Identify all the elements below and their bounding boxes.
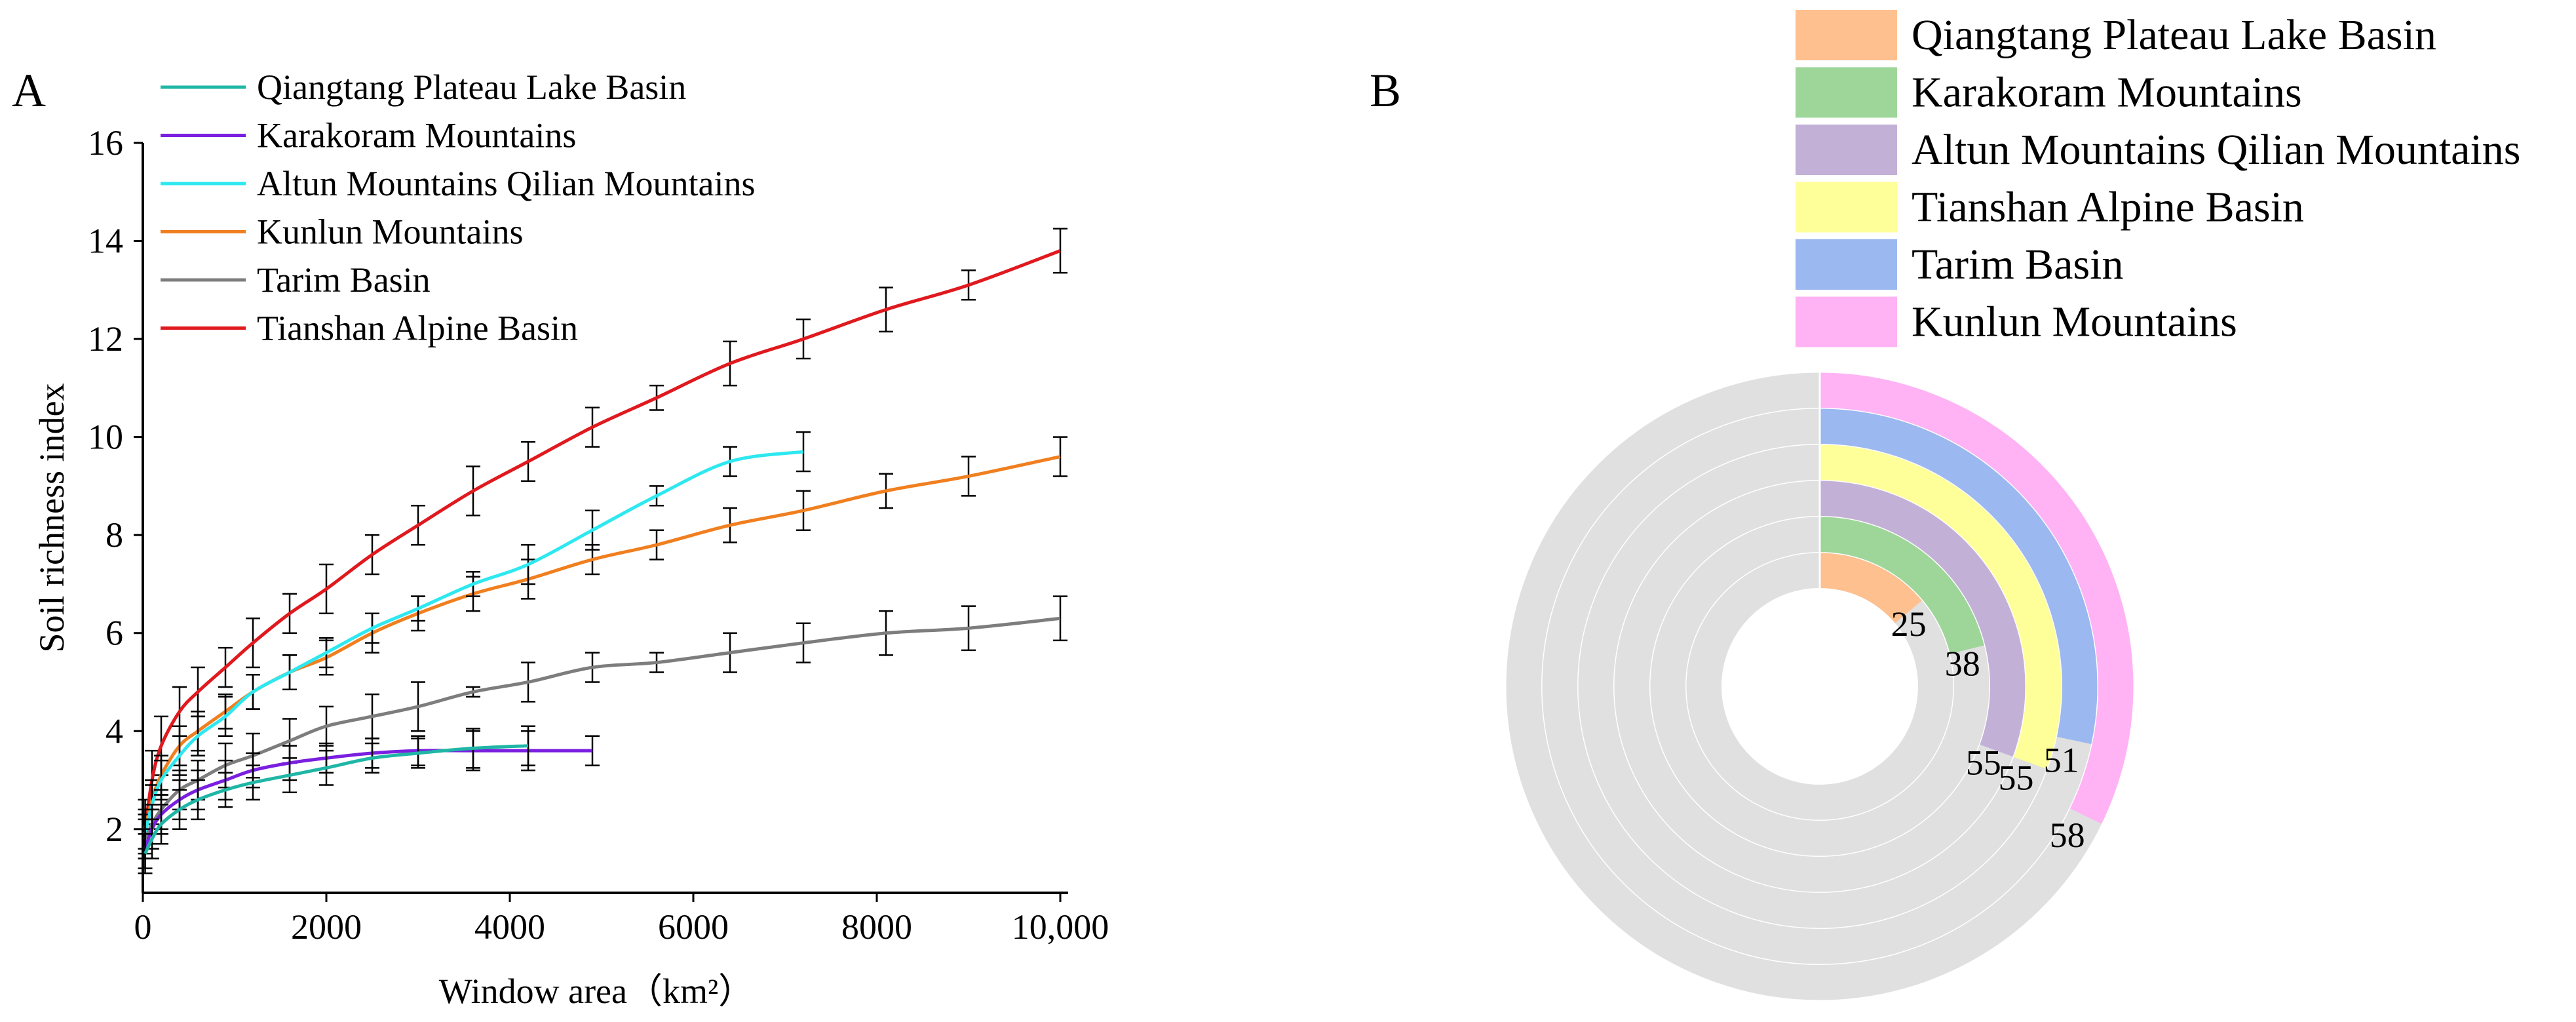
legend-label: Tarim Basin <box>257 260 431 300</box>
ring-qiangtang-plateau-lake-basin <box>1684 551 1955 822</box>
legend-item: Tianshan Alpine Basin <box>1796 182 2304 233</box>
legend-label: Qiangtang Plateau Lake Basin <box>257 68 686 107</box>
panel-a-label: A <box>12 64 46 117</box>
radial-rings <box>1504 370 2136 1002</box>
series-line <box>144 249 1061 830</box>
series-line <box>144 455 1061 830</box>
series-altun-mountains-qilian-mountains <box>138 431 811 855</box>
legend-swatch <box>1796 125 1897 175</box>
legend-label: Tianshan Alpine Basin <box>257 309 578 348</box>
ring-value-label: 38 <box>1945 644 1980 684</box>
ring-bar <box>1820 480 2026 757</box>
legend-swatch <box>1796 67 1897 118</box>
ring-bar <box>1820 444 2062 770</box>
y-tick-label: 6 <box>106 614 123 653</box>
y-tick-label: 10 <box>88 418 123 457</box>
series-karakoram-mountains <box>138 730 600 869</box>
legend-item: Tianshan Alpine Basin <box>161 309 578 348</box>
legend-swatch <box>1796 239 1897 290</box>
y-tick-label: 8 <box>106 515 123 555</box>
legend-label: Kunlun Mountains <box>257 212 524 252</box>
series-line <box>144 450 804 835</box>
x-tick-label: 0 <box>134 907 152 947</box>
legend-item: Altun Mountains Qilian Mountains <box>1796 125 2520 175</box>
ring-bar <box>1820 372 2134 825</box>
series-line <box>144 616 1061 840</box>
legend-swatch <box>1796 182 1897 233</box>
y-tick-label: 14 <box>88 222 123 261</box>
series-kunlun-mountains <box>138 436 1067 850</box>
legend-label: Tianshan Alpine Basin <box>1912 184 2304 231</box>
ring-bar <box>1820 552 1923 623</box>
ring-value-label: 55 <box>1966 743 2001 782</box>
legend-item: Karakoram Mountains <box>1796 67 2302 118</box>
error-bar <box>138 833 153 875</box>
legend-label: Altun Mountains Qilian Mountains <box>1912 126 2520 174</box>
y-tick-label: 12 <box>88 319 123 359</box>
x-ticks: 0 2000 4000 6000 8000 10,000 <box>134 893 1109 947</box>
x-tick-label: 8000 <box>841 907 912 947</box>
legend-item: Tarim Basin <box>1796 239 2124 290</box>
legend-item: Qiangtang Plateau Lake Basin <box>1796 10 2436 60</box>
legend-item: Tarim Basin <box>161 260 431 300</box>
panel-a-axes <box>142 143 1068 894</box>
x-tick-label: 4000 <box>474 907 545 947</box>
legend-swatch <box>1796 10 1897 60</box>
legend-label: Altun Mountains Qilian Mountains <box>257 164 755 203</box>
y-axis-title: Soil richness index <box>32 383 71 653</box>
legend-label: Kunlun Mountains <box>1912 298 2237 346</box>
error-bar <box>1053 595 1067 642</box>
x-axis-title: Window area（km²） <box>439 972 754 1011</box>
legend-item: Kunlun Mountains <box>161 212 524 252</box>
series-qiangtang-plateau-lake-basin <box>138 725 535 875</box>
ring-bar <box>1820 516 1986 654</box>
legend-label: Tarim Basin <box>1912 241 2124 288</box>
ring-value-label: 51 <box>2044 741 2079 780</box>
y-ticks: 2 4 6 8 10 12 14 16 <box>88 123 143 849</box>
y-tick-label: 2 <box>106 810 123 849</box>
panel-b-legend: Qiangtang Plateau Lake Basin Karakoram Mo… <box>1796 10 2520 347</box>
panel-b-radial-chart: B Qiangtang Plateau Lake Basin Karakoram … <box>1370 10 2520 1002</box>
ring-bar <box>1820 408 2098 745</box>
y-tick-label: 16 <box>88 123 123 163</box>
legend-item: Kunlun Mountains <box>1796 296 2237 347</box>
series-tarim-basin <box>138 595 1067 859</box>
ring-value-label: 58 <box>2050 816 2085 855</box>
panel-b-label: B <box>1370 64 1401 117</box>
legend-label: Karakoram Mountains <box>1912 69 2302 117</box>
series-group <box>138 227 1067 875</box>
panel-a-line-chart: A 2 4 6 8 10 12 14 16 0 2000 4000 6000 8000 10,000 S… <box>12 64 1109 1011</box>
panel-a-legend: Qiangtang Plateau Lake Basin Karakoram Mo… <box>161 68 755 348</box>
series-line <box>144 744 529 855</box>
legend-item: Karakoram Mountains <box>161 116 576 155</box>
ring-value-label: 55 <box>1999 758 2034 798</box>
x-tick-label: 6000 <box>658 907 729 947</box>
ring-value-label: 25 <box>1891 604 1927 644</box>
x-tick-label: 10,000 <box>1012 907 1109 947</box>
legend-item: Altun Mountains Qilian Mountains <box>161 164 755 203</box>
legend-item: Qiangtang Plateau Lake Basin <box>161 68 686 107</box>
x-tick-label: 2000 <box>291 907 362 947</box>
legend-swatch <box>1796 296 1897 347</box>
legend-label: Qiangtang Plateau Lake Basin <box>1912 11 2436 59</box>
legend-label: Karakoram Mountains <box>257 116 576 155</box>
y-tick-label: 4 <box>106 711 123 751</box>
